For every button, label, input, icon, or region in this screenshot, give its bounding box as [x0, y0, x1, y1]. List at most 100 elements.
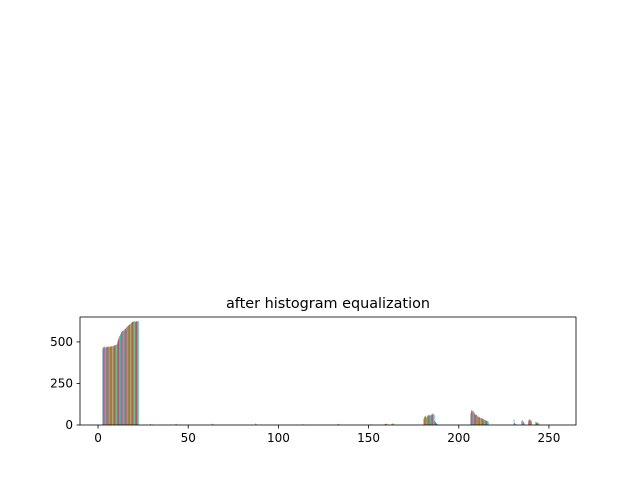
histogram-bar: [129, 323, 131, 425]
histogram-bar: [118, 339, 119, 425]
histogram-bar: [436, 424, 438, 425]
histogram-bar: [150, 424, 152, 425]
histogram-bar: [129, 324, 130, 425]
histogram-bar: [425, 415, 426, 425]
histogram-bar: [435, 423, 437, 425]
histogram-bar: [123, 330, 124, 425]
histogram-bar: [486, 421, 487, 425]
histogram-bar: [423, 418, 425, 425]
histogram-bar: [535, 422, 537, 425]
histogram-bar: [476, 415, 478, 425]
histogram-bar: [338, 424, 339, 425]
histogram-bar: [535, 421, 536, 425]
histogram-bar: [531, 420, 532, 425]
histogram-bar: [481, 418, 482, 425]
histogram-bar: [530, 419, 531, 425]
histogram-bar: [432, 413, 433, 425]
x-tick-label: 50: [181, 431, 196, 445]
histogram-bar: [434, 422, 436, 425]
histogram-bar: [430, 415, 431, 425]
histogram-bar: [478, 417, 479, 425]
histogram-bar: [392, 423, 394, 425]
histogram-bar: [473, 411, 474, 425]
histogram-bar: [133, 321, 135, 425]
histogram-bar: [530, 421, 532, 425]
histogram-bar: [125, 328, 126, 425]
histogram-bar: [129, 324, 131, 425]
histogram-bar: [121, 331, 123, 425]
histogram-bar: [211, 424, 212, 425]
histogram-bar: [480, 418, 482, 425]
histogram-bar: [108, 346, 109, 425]
histogram-bar: [105, 346, 106, 425]
x-tick-label: 0: [94, 431, 102, 445]
histogram-bar: [434, 421, 435, 425]
histogram-bar: [110, 347, 112, 425]
histogram-bar: [117, 341, 118, 425]
histogram-bar: [115, 345, 117, 425]
histogram-bar: [337, 424, 338, 425]
histogram-bar: [471, 410, 473, 425]
histogram-bar: [428, 415, 429, 425]
histogram-bar: [521, 420, 522, 425]
histogram-bar: [103, 347, 105, 425]
histogram-bar: [121, 331, 122, 425]
histogram-bar: [478, 416, 480, 425]
histogram-bar: [433, 414, 435, 425]
histogram-bar: [103, 349, 104, 425]
histogram-bar: [431, 414, 432, 425]
histogram-bar: [432, 414, 434, 425]
histogram-bar: [430, 415, 431, 425]
histogram-bar: [482, 419, 484, 425]
histogram-bar: [522, 421, 524, 425]
histogram-bar: [137, 321, 139, 425]
histogram-bar: [479, 418, 481, 425]
histogram-bar: [487, 422, 489, 425]
histogram-bar: [479, 418, 480, 425]
histogram-bar: [105, 348, 107, 425]
histogram-bar: [425, 417, 426, 425]
x-tick-label: 200: [447, 431, 470, 445]
histogram-bar: [484, 419, 486, 425]
histogram-bar: [523, 422, 525, 425]
histogram-bar: [530, 420, 531, 425]
histogram-bar: [136, 321, 137, 425]
histogram-bar: [528, 421, 529, 425]
histogram-bar: [114, 345, 115, 425]
histogram-bar: [135, 321, 136, 425]
histogram-bar: [429, 416, 430, 425]
histogram-bar: [113, 345, 115, 425]
histogram-bar: [109, 346, 110, 425]
histogram-bar: [423, 417, 425, 425]
histogram-bar: [110, 346, 111, 425]
histogram-bar: [118, 338, 119, 425]
y-tick-label: 250: [50, 376, 73, 390]
histogram-bar: [515, 424, 517, 425]
histogram-bar: [485, 420, 486, 425]
histogram-bar: [486, 421, 487, 425]
histogram-bar: [529, 421, 531, 425]
histogram-bar: [474, 413, 475, 425]
histogram-bar: [431, 415, 433, 425]
histogram-bar: [128, 325, 129, 425]
histogram-bar: [481, 418, 483, 425]
histogram-bar: [393, 424, 394, 425]
histogram-bar: [436, 423, 438, 425]
histogram-bar: [136, 321, 138, 425]
histogram-bar: [123, 330, 124, 425]
histogram-bar: [106, 346, 108, 425]
histogram-bar: [127, 325, 129, 425]
histogram-bar: [175, 424, 176, 425]
histogram-bar: [528, 419, 530, 425]
histogram-bar: [477, 416, 478, 425]
histogram-bar: [102, 346, 104, 425]
histogram-bar: [115, 344, 117, 425]
histogram-bar: [119, 336, 120, 425]
histogram-bar: [524, 423, 525, 425]
histogram-bar: [538, 423, 540, 425]
histogram-bar: [478, 417, 479, 425]
histogram-bar: [112, 346, 114, 425]
histogram-bar: [475, 414, 476, 425]
